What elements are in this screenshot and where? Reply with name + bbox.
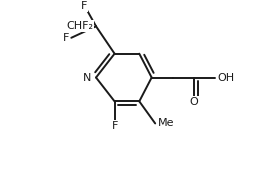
Text: F: F (63, 33, 69, 43)
Text: F: F (80, 1, 87, 11)
Text: O: O (190, 97, 198, 107)
Text: CHF₂: CHF₂ (66, 21, 93, 31)
Text: OH: OH (217, 72, 234, 83)
Text: Me: Me (158, 118, 174, 129)
Text: F: F (111, 121, 118, 130)
Text: N: N (83, 72, 92, 83)
